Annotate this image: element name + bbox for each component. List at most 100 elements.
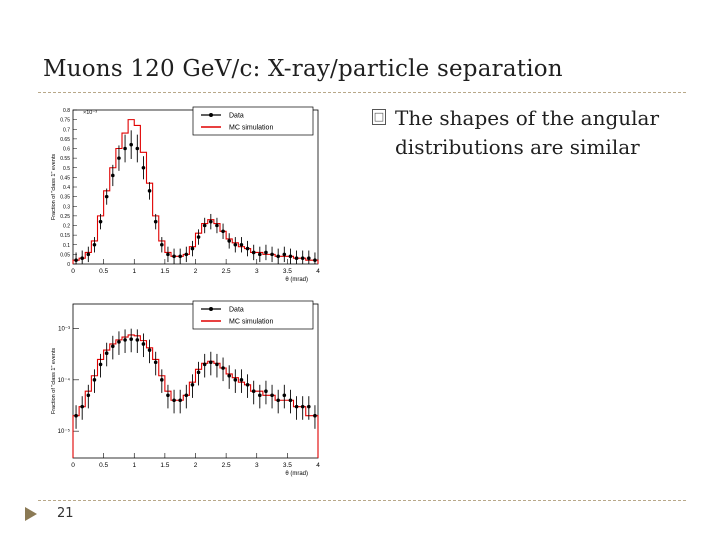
data-point bbox=[153, 219, 158, 224]
y-tick-label: 0.4 bbox=[63, 185, 70, 191]
data-point bbox=[190, 383, 195, 387]
bullet-marker-icon: □ bbox=[372, 109, 386, 125]
data-point bbox=[227, 373, 231, 378]
y-tick-label: 0.6 bbox=[63, 147, 70, 153]
mc-simulation-series-line bbox=[72, 334, 319, 458]
x-tick-label: 2.5 bbox=[222, 268, 231, 275]
y-tick-label: 0.7 bbox=[63, 127, 70, 133]
y-tick-label: 10⁻⁴ bbox=[58, 377, 71, 384]
data-point bbox=[196, 370, 201, 375]
data-point bbox=[147, 348, 152, 352]
x-tick-label: 3.5 bbox=[283, 268, 292, 275]
data-point bbox=[160, 242, 164, 247]
data-point bbox=[104, 351, 109, 356]
y-tick-label: 0.2 bbox=[63, 224, 70, 230]
x-tick-label: 3 bbox=[255, 462, 259, 469]
data-point bbox=[147, 189, 152, 193]
data-point bbox=[123, 146, 127, 151]
bullet-text: The shapes of the angular distributions … bbox=[395, 106, 660, 159]
data-point bbox=[178, 254, 182, 259]
data-point bbox=[111, 344, 115, 349]
y-axis-label: Fraction of "class 1" events bbox=[51, 348, 57, 415]
data-point bbox=[294, 256, 299, 261]
data-point bbox=[172, 398, 176, 403]
data-point bbox=[184, 393, 189, 398]
y-axis-label: Fraction of "class 1" events bbox=[51, 154, 57, 221]
footer-arrow-icon bbox=[25, 507, 37, 521]
data-point bbox=[209, 360, 213, 365]
data-point bbox=[276, 398, 280, 403]
data-point bbox=[129, 337, 133, 341]
data-point bbox=[111, 173, 115, 178]
data-point bbox=[98, 362, 103, 367]
y-tick-label: 0.45 bbox=[60, 175, 70, 181]
y-tick-label: 0.35 bbox=[60, 195, 70, 201]
legend-data-marker bbox=[209, 307, 213, 311]
y-tick-label: 0.55 bbox=[60, 156, 70, 162]
data-point bbox=[288, 398, 293, 403]
slide-title: Muons 120 GeV/c: X-ray/particle separati… bbox=[43, 56, 563, 82]
x-tick-label: 4 bbox=[316, 268, 320, 275]
data-point bbox=[307, 256, 311, 261]
data-point bbox=[215, 362, 219, 367]
y-tick-label: 0 bbox=[67, 262, 70, 268]
data-point bbox=[300, 256, 305, 261]
data-point bbox=[300, 404, 305, 409]
data-point bbox=[233, 378, 238, 382]
data-point bbox=[251, 389, 256, 394]
legend-mc-label: MC simulation bbox=[229, 125, 273, 132]
data-point bbox=[196, 235, 201, 239]
x-tick-label: 3 bbox=[255, 268, 259, 275]
x-tick-label: 3.5 bbox=[283, 462, 292, 469]
data-point bbox=[104, 194, 109, 199]
data-point bbox=[239, 378, 244, 382]
x-tick-label: 2 bbox=[194, 268, 198, 275]
data-point bbox=[166, 252, 170, 257]
x-axis-label: θ (mrad) bbox=[285, 471, 308, 477]
title-divider bbox=[38, 92, 686, 93]
y-tick-label: 0.5 bbox=[63, 166, 70, 172]
data-point bbox=[135, 338, 140, 342]
y-tick-label: 0.05 bbox=[60, 252, 70, 258]
data-point bbox=[288, 254, 293, 259]
data-point bbox=[123, 338, 127, 342]
x-tick-label: 1.5 bbox=[160, 462, 169, 469]
data-point bbox=[245, 383, 250, 387]
log-angular-distribution-chart: 0 0.5 1 1.5 2 2.5 3 3.5 4 10⁻⁵ 10⁻⁴ 10⁻³ θ (mrad) Fra… bbox=[51, 300, 320, 477]
data-point bbox=[92, 242, 97, 247]
data-point bbox=[129, 142, 133, 147]
data-point bbox=[227, 239, 231, 243]
data-point bbox=[258, 252, 262, 257]
x-tick-label: 2 bbox=[194, 462, 198, 469]
data-point bbox=[270, 393, 274, 398]
legend-box bbox=[192, 300, 314, 330]
data-point bbox=[74, 258, 78, 262]
y-tick-label: 0.75 bbox=[60, 118, 70, 124]
y-tick-label: 0.25 bbox=[60, 214, 70, 220]
data-point bbox=[86, 252, 91, 257]
y-tick-label: 10⁻³ bbox=[58, 326, 70, 332]
legend-data-label: Data bbox=[229, 307, 244, 314]
data-point bbox=[160, 378, 164, 382]
legend-data-label: Data bbox=[229, 113, 244, 120]
y-tick-label: 0.8 bbox=[63, 108, 70, 114]
data-point bbox=[92, 378, 97, 382]
data-point bbox=[178, 398, 182, 403]
legend-box bbox=[192, 106, 314, 136]
x-axis-label: θ (mrad) bbox=[285, 277, 308, 283]
legend-mc-label: MC simulation bbox=[229, 319, 273, 326]
data-point bbox=[202, 223, 207, 228]
x-tick-label: 0 bbox=[71, 462, 75, 469]
data-point bbox=[172, 254, 176, 259]
data-point bbox=[153, 360, 158, 365]
data-point bbox=[209, 219, 213, 224]
y-multiplier-label: ×10⁻³ bbox=[83, 110, 97, 116]
data-point bbox=[221, 229, 225, 234]
data-point bbox=[294, 404, 299, 409]
y-tick-label: 0.15 bbox=[60, 233, 70, 239]
data-point bbox=[117, 156, 121, 160]
x-tick-label: 0 bbox=[71, 268, 75, 275]
data-point bbox=[245, 246, 250, 251]
mc-simulation-series-line bbox=[72, 119, 319, 264]
data-point bbox=[74, 413, 78, 418]
